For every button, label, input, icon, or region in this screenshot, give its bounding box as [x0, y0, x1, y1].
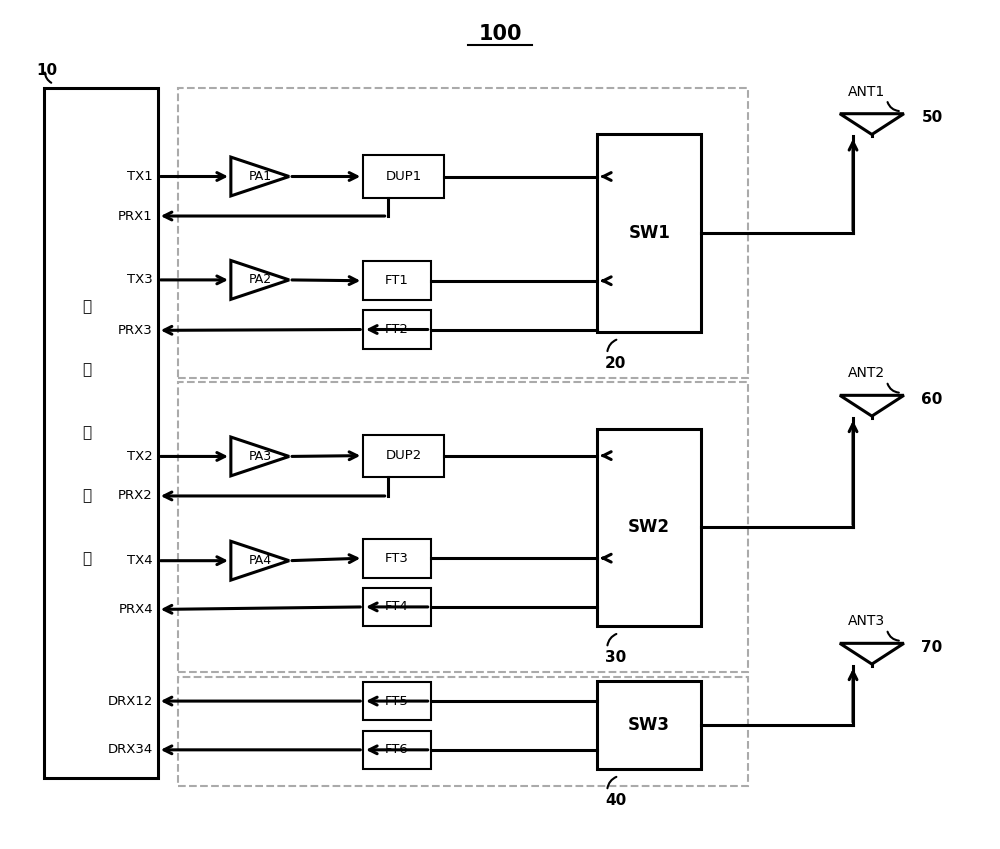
Text: FT4: FT4 — [385, 600, 409, 614]
Text: ANT1: ANT1 — [848, 85, 886, 98]
Text: 30: 30 — [605, 649, 626, 665]
Text: SW3: SW3 — [628, 716, 670, 734]
Text: FT2: FT2 — [385, 323, 409, 336]
Text: FT1: FT1 — [385, 274, 409, 287]
Text: SW2: SW2 — [628, 519, 670, 537]
Text: SW1: SW1 — [628, 224, 670, 242]
Text: 频: 频 — [83, 363, 92, 377]
Text: 10: 10 — [36, 63, 57, 78]
Text: 40: 40 — [605, 793, 626, 807]
Text: TX4: TX4 — [127, 554, 153, 567]
Text: 器: 器 — [83, 552, 92, 566]
Text: ANT2: ANT2 — [848, 366, 885, 380]
Text: DUP2: DUP2 — [386, 449, 422, 462]
Bar — [363, 539, 431, 577]
Bar — [363, 588, 431, 627]
Text: 60: 60 — [921, 392, 943, 407]
Text: PRX2: PRX2 — [118, 490, 153, 503]
Text: PA1: PA1 — [248, 170, 272, 183]
Text: PRX3: PRX3 — [118, 323, 153, 337]
Text: PA3: PA3 — [248, 450, 272, 463]
Text: PRX4: PRX4 — [118, 603, 153, 616]
Text: 50: 50 — [921, 110, 943, 126]
Bar — [597, 429, 701, 627]
Bar — [363, 261, 431, 300]
Text: TX2: TX2 — [127, 450, 153, 463]
Text: FT6: FT6 — [385, 744, 409, 756]
Text: DRX12: DRX12 — [108, 694, 153, 707]
Text: PA4: PA4 — [248, 554, 272, 567]
Text: DRX34: DRX34 — [108, 744, 153, 756]
Text: 收: 收 — [83, 425, 92, 441]
Bar — [363, 730, 431, 769]
Bar — [363, 435, 444, 476]
Bar — [363, 310, 431, 349]
Bar — [178, 382, 748, 672]
Bar — [597, 681, 701, 769]
Text: 射: 射 — [83, 300, 92, 314]
Text: TX3: TX3 — [127, 273, 153, 286]
Text: 70: 70 — [921, 640, 943, 655]
Bar — [178, 677, 748, 786]
Text: FT5: FT5 — [385, 694, 409, 707]
Text: PA2: PA2 — [248, 273, 272, 286]
Bar — [363, 155, 444, 198]
Bar — [178, 88, 748, 379]
Text: FT3: FT3 — [385, 552, 409, 565]
Bar — [44, 88, 158, 778]
Text: 20: 20 — [605, 356, 626, 370]
Text: ANT3: ANT3 — [848, 614, 885, 628]
Text: TX1: TX1 — [127, 170, 153, 183]
Bar — [363, 682, 431, 721]
Text: DUP1: DUP1 — [386, 170, 422, 183]
Bar — [597, 134, 701, 332]
Text: 100: 100 — [478, 24, 522, 43]
Text: PRX1: PRX1 — [118, 210, 153, 222]
Text: 发: 发 — [83, 488, 92, 503]
